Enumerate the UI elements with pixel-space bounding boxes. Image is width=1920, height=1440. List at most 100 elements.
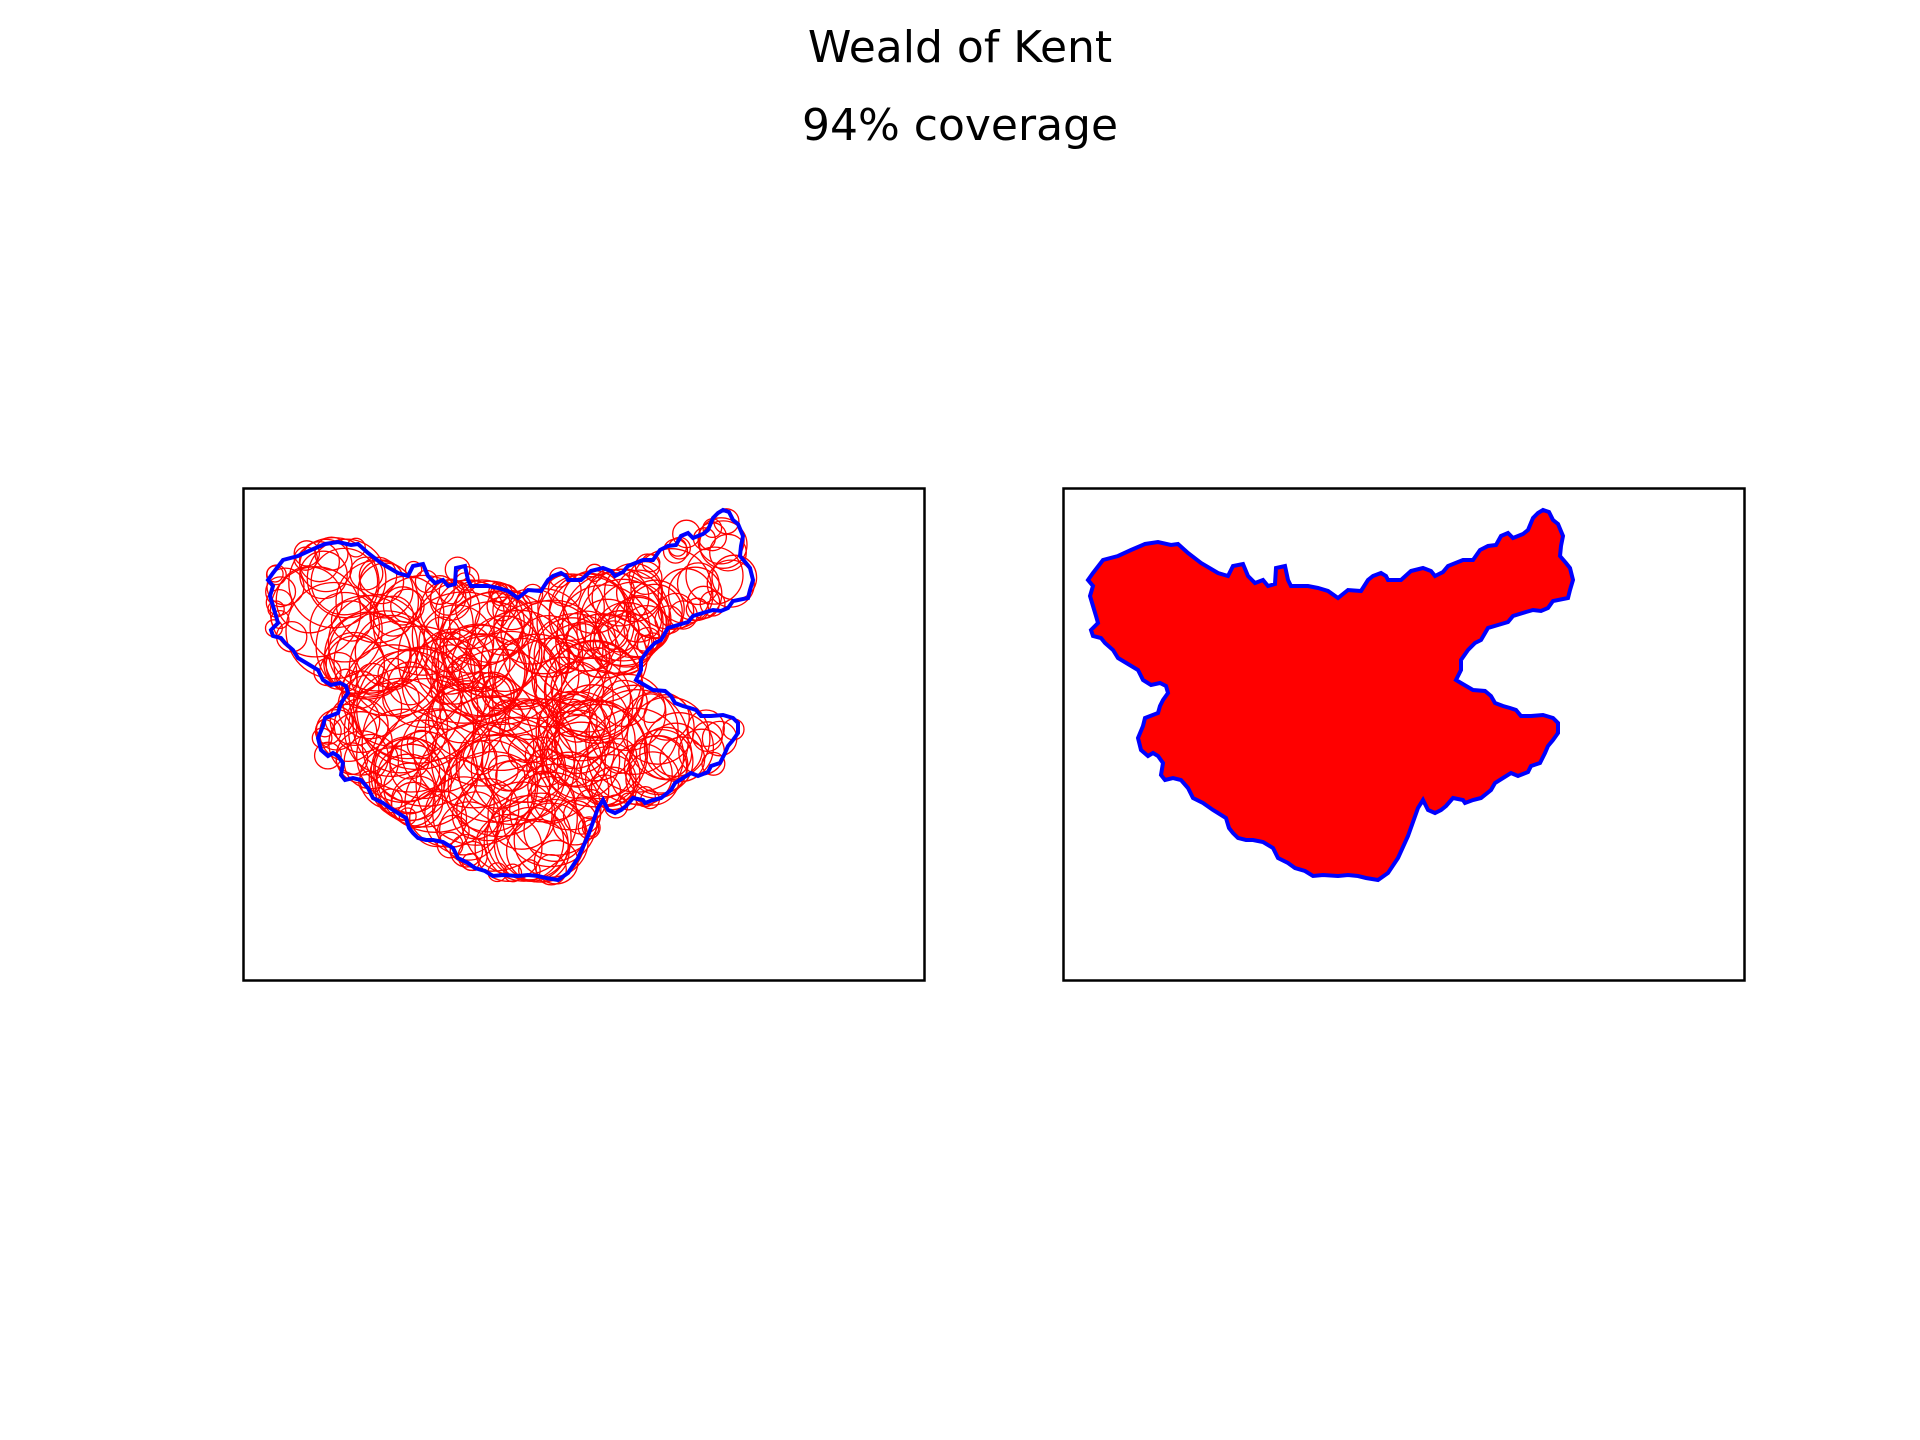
coverage-circle — [503, 863, 523, 883]
packed-circles — [264, 508, 758, 886]
coverage-circle — [667, 566, 723, 622]
axes-frame — [242, 487, 926, 982]
coverage-circle — [662, 538, 689, 564]
coverage-circle — [406, 729, 437, 760]
coverage-circle — [436, 635, 538, 736]
weald-boundary — [1085, 507, 1576, 883]
coverage-circle — [483, 801, 565, 882]
coverage-circle — [374, 753, 443, 822]
weald-boundary — [265, 507, 756, 883]
coverage-circle — [357, 562, 414, 619]
coverage-circle — [527, 770, 560, 803]
coverage-circle — [382, 680, 420, 718]
coverage-circle — [590, 766, 635, 811]
coverage-circle — [373, 708, 498, 833]
coverage-circle — [588, 684, 679, 775]
coverage-circle — [356, 708, 451, 804]
coverage-circle — [486, 794, 572, 881]
coverage-circle — [676, 562, 720, 606]
coverage-circle — [327, 594, 426, 692]
coverage-circle — [346, 537, 366, 558]
coverage-circle — [454, 579, 512, 636]
coverage-circle — [372, 595, 415, 637]
coverage-circle — [382, 586, 423, 626]
coverage-circle — [636, 634, 658, 656]
coverage-circle — [340, 670, 380, 709]
coverage-circle — [298, 541, 341, 583]
coverage-circle — [442, 600, 541, 699]
coverage-circle — [470, 675, 512, 718]
coverage-circle — [458, 630, 563, 736]
coverage-circle — [382, 646, 465, 729]
coverage-circle — [306, 538, 387, 619]
figure-title: Weald of Kent — [807, 22, 1113, 73]
coverage-circle — [265, 576, 297, 608]
coverage-circle — [709, 533, 747, 572]
coverage-circle — [654, 605, 684, 635]
coverage-subtitle: 94% coverage — [801, 100, 1119, 151]
coverage-circle — [551, 703, 647, 800]
coverage-circle — [436, 831, 464, 859]
axes-frame — [1062, 487, 1746, 982]
coverage-circle — [630, 548, 713, 630]
coverage-circle — [591, 568, 650, 627]
coverage-circle — [551, 657, 632, 738]
coverage-circle — [310, 547, 379, 616]
coverage-circle — [544, 639, 644, 739]
coverage-circle — [349, 556, 384, 591]
coverage-circle — [469, 609, 571, 710]
coverage-circle — [537, 573, 605, 642]
coverage-fill-panel — [1062, 487, 1746, 982]
coverage-circle — [588, 673, 667, 752]
coverage-circle — [288, 536, 380, 629]
coverage-circle — [415, 722, 539, 846]
coverage-circle — [487, 754, 519, 786]
coverage-circle — [499, 702, 561, 764]
coverage-circle — [293, 540, 321, 567]
coverage-circle — [598, 620, 629, 650]
coverage-circle — [424, 671, 540, 787]
coverage-circle — [528, 612, 622, 706]
coverage-circle — [419, 579, 481, 641]
coverage-circle — [425, 644, 476, 695]
coverage-circle — [517, 614, 580, 678]
coverage-circle — [446, 657, 482, 693]
coverage-circle — [447, 734, 551, 838]
coverage-circle — [330, 600, 373, 642]
coverage-circle — [435, 624, 528, 717]
coverage-circle — [343, 682, 439, 778]
coverage-circle — [409, 789, 468, 848]
coverage-circle — [390, 781, 436, 827]
coverage-circle — [427, 680, 507, 759]
coverage-circle — [265, 564, 287, 586]
coverage-circle — [701, 720, 738, 757]
coverage-circle — [383, 762, 436, 815]
circle-packing-panel — [242, 487, 926, 982]
coverage-fill — [1086, 508, 1575, 882]
coverage-circle — [348, 620, 445, 717]
coverage-circle — [546, 691, 617, 762]
coverage-circle — [535, 853, 567, 886]
coverage-circle — [641, 553, 661, 573]
coverage-circle — [404, 560, 423, 579]
coverage-circle — [430, 675, 460, 705]
coverage-circle — [449, 833, 484, 868]
coverage-circle — [698, 520, 748, 569]
coverage-circle — [533, 656, 591, 714]
coverage-circle — [269, 566, 362, 658]
coverage-circle — [687, 709, 725, 748]
coverage-circle — [266, 567, 305, 606]
coverage-circle — [686, 585, 721, 619]
coverage-circle — [493, 806, 569, 882]
coverage-circle — [492, 590, 533, 631]
coverage-circle — [285, 581, 383, 680]
coverage-circle — [313, 741, 342, 770]
coverage-circle — [431, 683, 491, 744]
coverage-circle — [374, 736, 441, 802]
coverage-circle — [685, 546, 744, 605]
coverage-circle — [480, 734, 538, 792]
coverage-circle — [507, 733, 546, 772]
coverage-circle — [451, 633, 511, 693]
coverage-circle — [323, 631, 386, 694]
coverage-circle — [309, 591, 381, 663]
